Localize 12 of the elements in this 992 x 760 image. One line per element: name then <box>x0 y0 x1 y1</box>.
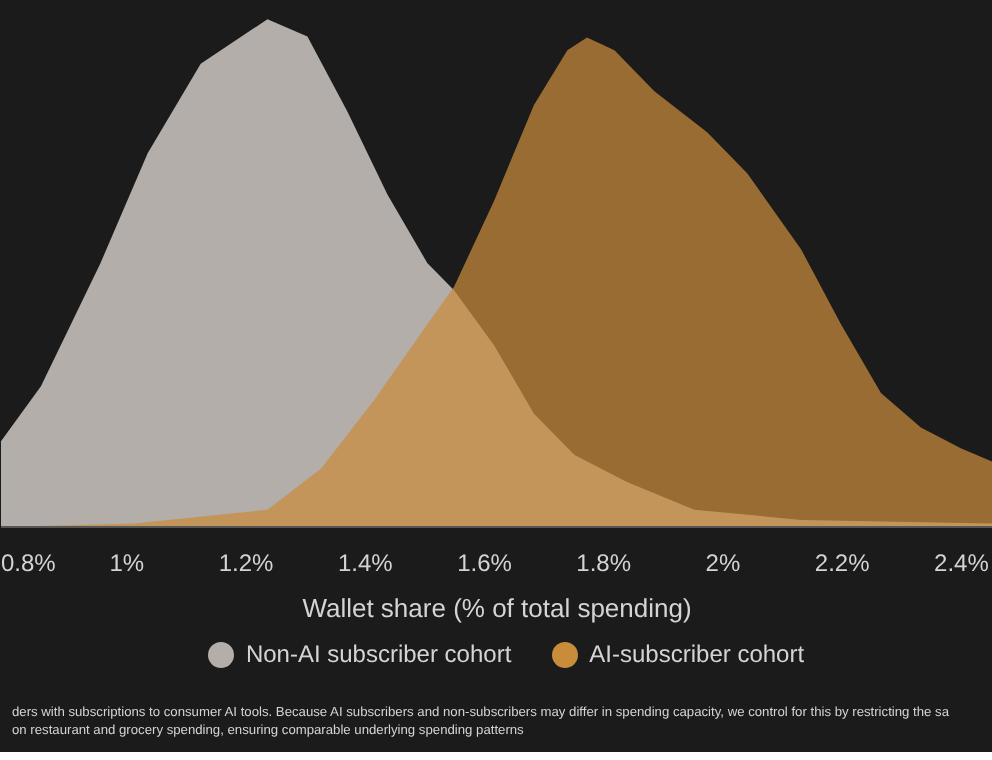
x-tick-label: 1% <box>109 549 145 577</box>
x-tick-label: 0.8% <box>1 549 57 577</box>
legend-item: Non-AI subscriber cohort <box>207 638 512 673</box>
x-tick-label: 1.4% <box>337 549 394 577</box>
x-tick-label: 1.2% <box>218 549 275 577</box>
x-tick-label: 2.2% <box>814 549 871 577</box>
x-tick-label: 1.8% <box>576 549 632 577</box>
x-tick-label: 1.6% <box>457 549 513 577</box>
x-tick-label: 2% <box>705 549 741 577</box>
x-tick-label: 2.4% <box>934 549 990 577</box>
legend-item: AI-subscriber cohort <box>551 638 805 673</box>
x-axis-title: Wallet share (% of total spending) <box>302 593 692 623</box>
